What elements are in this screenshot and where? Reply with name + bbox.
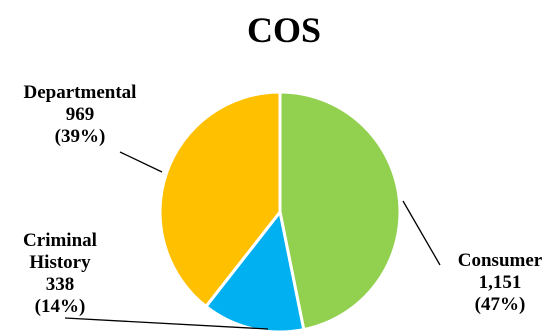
pie-slices <box>158 90 402 331</box>
leader-line-consumer <box>402 200 441 266</box>
leader-lines <box>64 151 441 330</box>
data-label-criminal-history: Criminal History 338 (14%) <box>23 230 97 317</box>
data-labels: Consumer 1,151 (47%) Criminal History 338 (14%… <box>23 82 543 317</box>
data-label-consumer: Consumer 1,151 (47%) <box>458 250 543 315</box>
leader-line-departmental <box>119 151 163 173</box>
pie-slice-consumer <box>278 90 402 331</box>
data-label-departmental: Departmental 969 (39%) <box>24 82 137 147</box>
leader-line-criminal-history <box>64 317 269 330</box>
chart-title: COS <box>247 10 321 50</box>
pie-slice-departmental <box>158 90 282 308</box>
